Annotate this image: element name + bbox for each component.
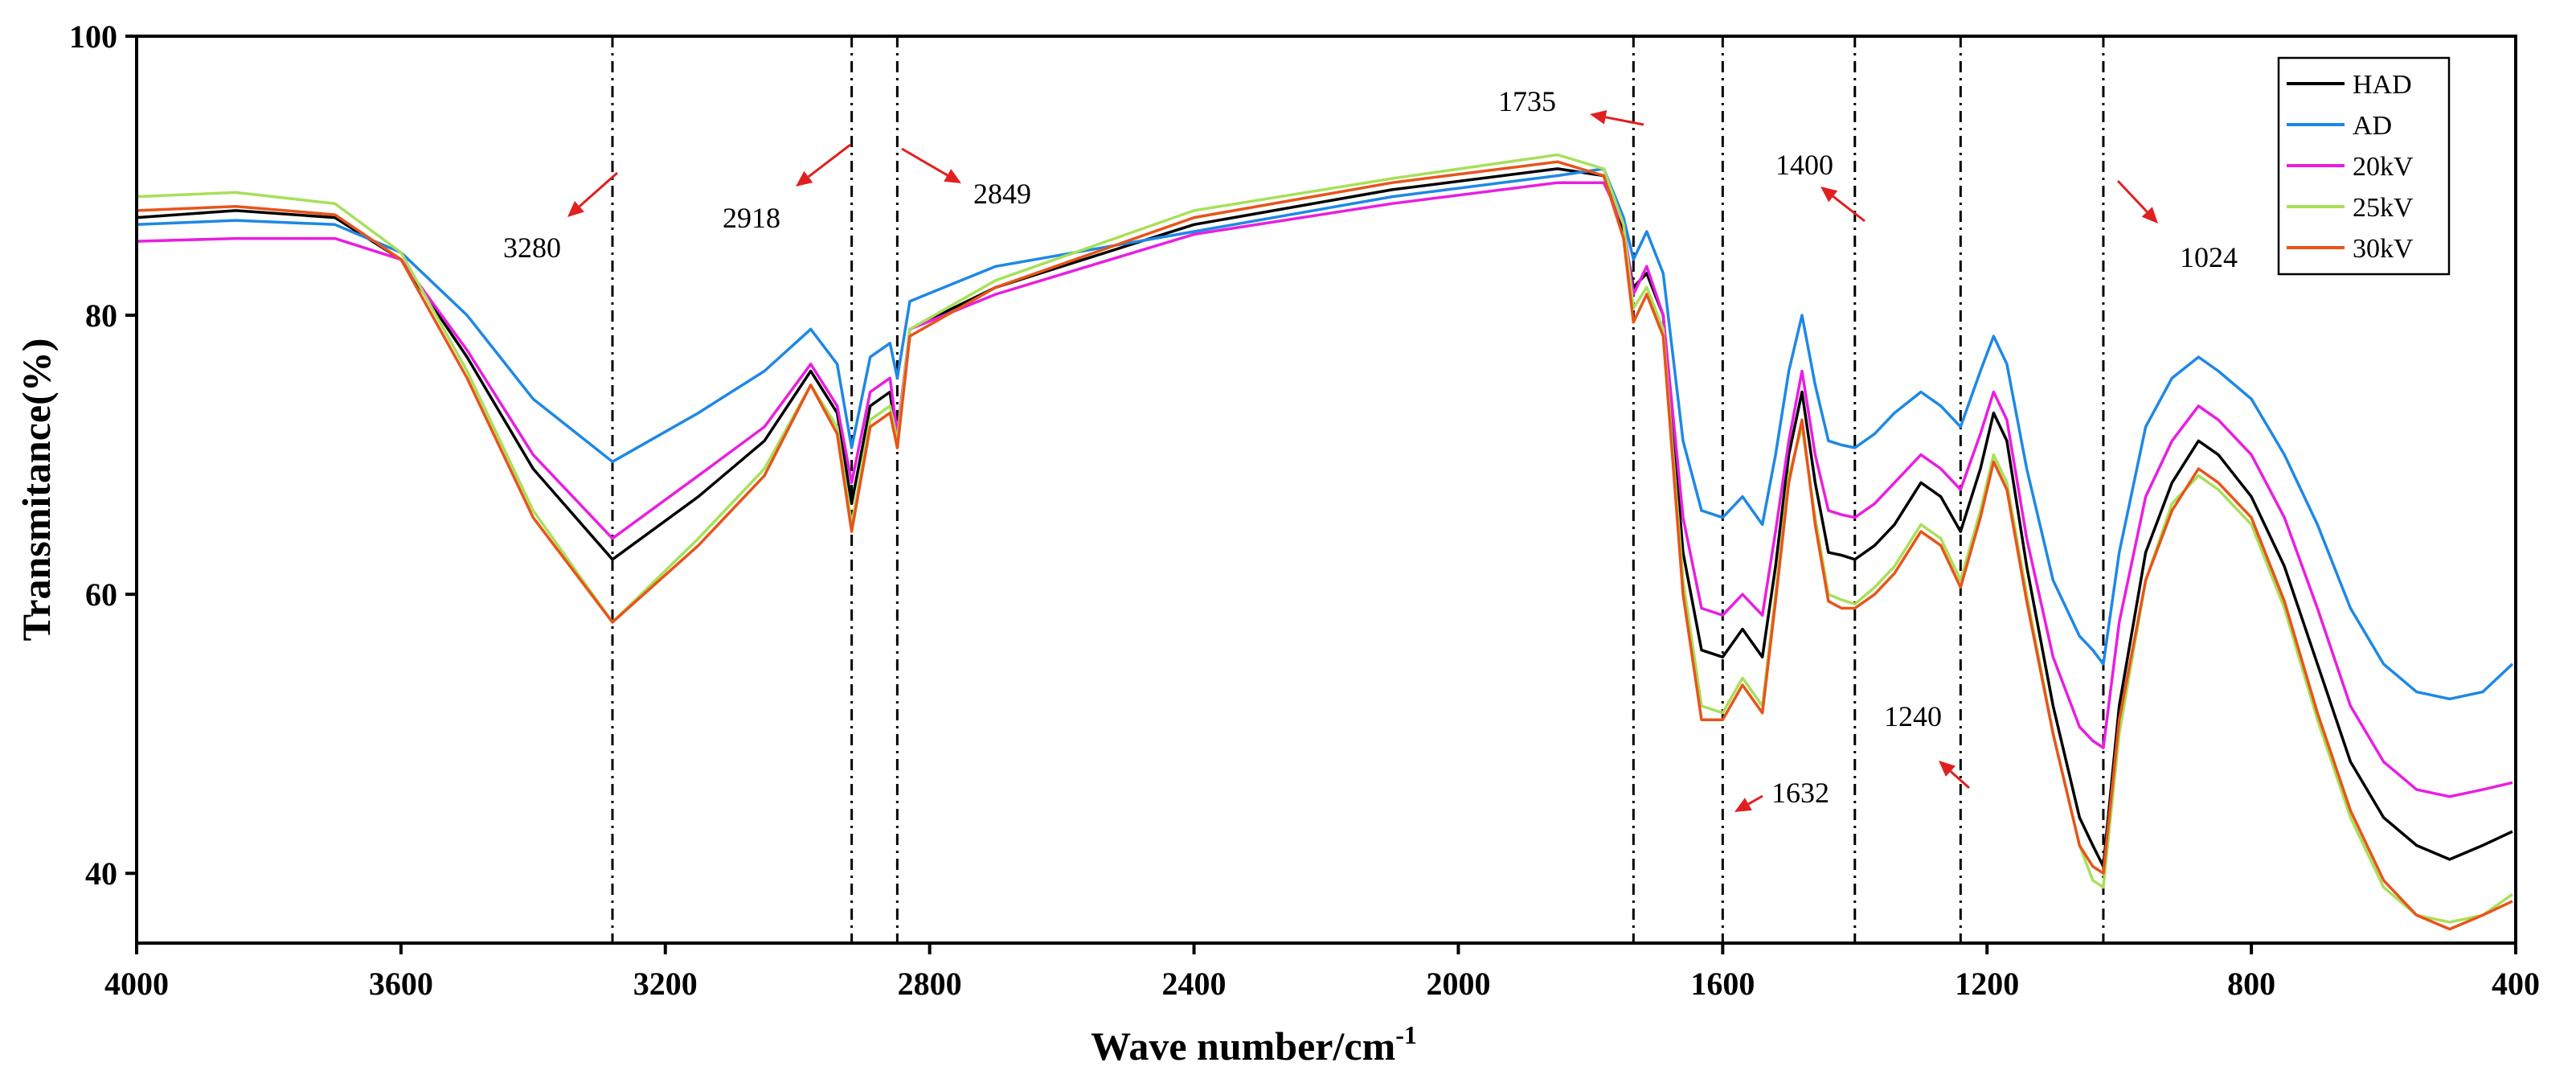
y-axis-title: Transmitance(%)	[14, 338, 59, 642]
annotation-arrow-2918	[796, 143, 851, 187]
legend-label-30kv: 30kV	[2353, 234, 2414, 264]
x-axis-title-main: Wave number/cm	[1091, 1024, 1395, 1069]
annotation-arrow-2849	[901, 147, 961, 183]
series-line-30kv	[136, 160, 2513, 931]
arrow-shaft-1400	[1832, 195, 1865, 223]
arrow-head-3280	[567, 200, 584, 217]
reference-lines	[611, 36, 2105, 943]
x-tick-label-2000: 2000	[1426, 966, 1490, 1002]
arrow-shaft-1632	[1747, 794, 1763, 806]
plot-frame	[135, 35, 2517, 945]
annotation-arrow-3280	[567, 171, 618, 217]
legend-label-25kv: 25kV	[2353, 193, 2414, 223]
arrow-head-1240	[1939, 761, 1956, 777]
x-tick-label-4000: 4000	[104, 966, 169, 1002]
annotation-label-1400: 1400	[1775, 149, 1833, 181]
legend-label-20kv: 20kV	[2353, 152, 2414, 182]
x-axis-title-superscript: -1	[1395, 1020, 1417, 1049]
series-line-20kv	[136, 181, 2513, 798]
series-line-25kv	[136, 153, 2513, 924]
y-tick-label-100: 100	[69, 18, 117, 55]
annotation-label-1735: 1735	[1498, 85, 1556, 117]
annotation-label-1240: 1240	[1884, 700, 1942, 732]
axes: 4000 3600 3200 2800 2400 2000 1600 1200 800 400 40…	[69, 18, 2540, 1002]
arrow-head-1400	[1820, 187, 1838, 203]
arrow-shaft-1240	[1949, 770, 1971, 790]
x-tick-label-800: 800	[2227, 966, 2275, 1002]
peak-annotations: 3280 2918 2849 1735 1400 1632 1240 1024	[503, 85, 2238, 812]
legend-label-ad: AD	[2353, 111, 2392, 141]
x-tick-label-1600: 1600	[1690, 966, 1755, 1002]
x-tick-label-1200: 1200	[1955, 966, 2019, 1002]
legend: HAD AD 20kV 25kV 30kV	[2277, 56, 2451, 276]
annotation-arrow-1632	[1734, 794, 1763, 812]
annotation-arrow-1735	[1590, 109, 1644, 126]
annotation-label-3280: 3280	[503, 232, 561, 264]
series-line-had	[136, 167, 2513, 868]
y-tick-label-80: 80	[85, 297, 117, 334]
x-tick-label-3600: 3600	[369, 966, 433, 1002]
x-tick-label-2400: 2400	[1162, 966, 1227, 1002]
arrow-shaft-1735	[1605, 116, 1644, 126]
annotation-label-2849: 2849	[973, 178, 1031, 210]
arrow-head-1632	[1734, 798, 1752, 812]
series-lines	[136, 153, 2514, 931]
y-tick-label-40: 40	[85, 855, 117, 892]
arrow-shaft-2918	[807, 143, 851, 178]
annotation-arrow-1024	[2116, 179, 2158, 224]
arrow-shaft-2849	[901, 147, 948, 177]
arrow-head-1735	[1590, 109, 1607, 125]
legend-label-had: HAD	[2353, 70, 2412, 100]
annotation-arrow-1240	[1939, 761, 1971, 790]
arrow-shaft-3280	[578, 171, 618, 207]
annotation-label-1632: 1632	[1771, 777, 1829, 809]
annotation-label-1024: 1024	[2180, 241, 2238, 273]
arrow-shaft-1024	[2116, 179, 2148, 213]
x-axis-title: Wave number/cm-1	[1091, 1020, 1417, 1069]
arrow-head-1024	[2141, 207, 2158, 224]
arrow-head-2849	[944, 169, 961, 183]
annotation-label-2918: 2918	[723, 202, 780, 234]
x-tick-label-3200: 3200	[633, 966, 698, 1002]
x-tick-label-2800: 2800	[898, 966, 962, 1002]
x-tick-label-400: 400	[2492, 966, 2540, 1002]
annotation-arrow-1400	[1820, 187, 1865, 223]
y-tick-label-60: 60	[85, 576, 117, 613]
arrow-head-2918	[796, 170, 813, 187]
series-line-ad	[136, 167, 2514, 701]
